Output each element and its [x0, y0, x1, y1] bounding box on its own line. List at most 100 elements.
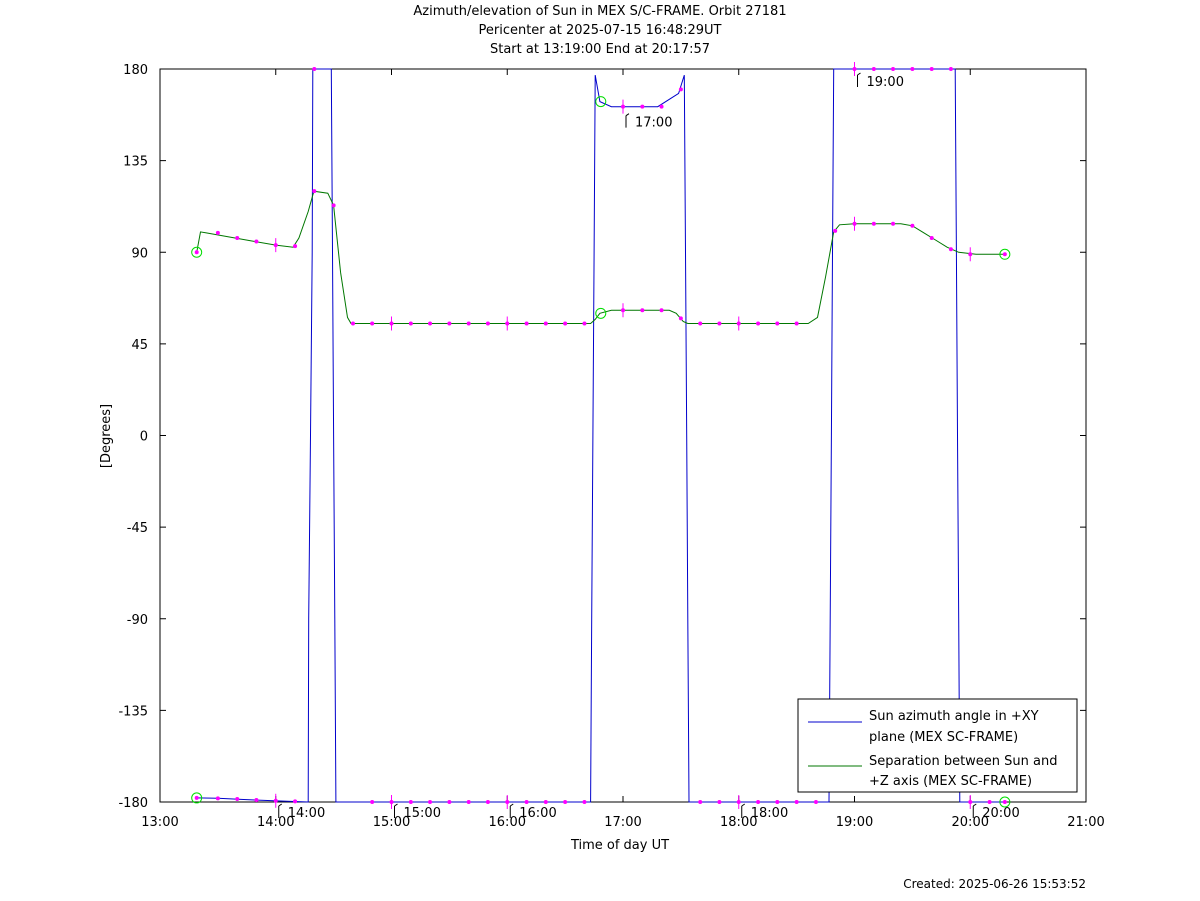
sample-point: [312, 67, 317, 71]
hour-annotation-label: 17:00: [635, 116, 672, 131]
hour-annotation-hook: [625, 113, 630, 117]
sample-point: [833, 228, 838, 233]
sample-point: [929, 235, 934, 240]
sample-point: [794, 321, 799, 326]
hour-annotation-hook: [857, 72, 861, 76]
sample-point: [948, 67, 953, 71]
y-tick-label: -135: [118, 704, 148, 719]
x-tick-label: 14:00: [257, 815, 294, 830]
sample-point: [312, 189, 317, 194]
start-marker: [191, 792, 203, 804]
end-marker: [999, 796, 1011, 808]
sample-point: [428, 800, 433, 804]
y-tick-label: -90: [127, 613, 148, 628]
sample-point: [408, 800, 413, 804]
sample-point: [582, 321, 587, 326]
marker-dot: [194, 795, 199, 800]
x-tick-label: 21:00: [1067, 815, 1104, 830]
legend-box: [797, 698, 1078, 793]
plot-frame: [159, 68, 1087, 803]
sample-point: [331, 203, 336, 208]
sample-point: [659, 308, 664, 313]
sample-point: [543, 800, 548, 804]
sample-point: [524, 800, 529, 804]
sample-point: [794, 800, 799, 804]
sample-point: [717, 800, 722, 804]
sample-point: [775, 321, 780, 326]
sample-point: [543, 321, 548, 326]
legend-azimuth-line-1: Sun azimuth angle in +XY: [869, 709, 1039, 724]
hour-annotation-label: 15:00: [404, 806, 441, 821]
sample-point: [350, 321, 355, 326]
x-tick-label: 19:00: [836, 815, 873, 830]
sample-point: [910, 223, 915, 228]
sample-point: [485, 800, 490, 804]
markers-layer: [191, 62, 1011, 809]
hour-annotation-label: 20:00: [982, 806, 1019, 821]
sample-point: [408, 321, 413, 326]
x-tick-label: 20:00: [952, 815, 989, 830]
sample-point: [659, 104, 664, 109]
marker-dot: [1002, 252, 1007, 257]
chart-title-line-3: Start at 13:19:00 End at 20:17:57: [489, 42, 711, 57]
x-tick-label: 15:00: [373, 815, 410, 830]
sample-point: [370, 800, 375, 804]
separation-series-line: [196, 190, 1005, 324]
sample-point: [215, 796, 220, 801]
sample-point: [215, 230, 220, 235]
pericenter-marker: [595, 307, 607, 319]
sample-point: [293, 799, 298, 804]
sample-point: [929, 67, 934, 71]
sample-point: [756, 800, 761, 804]
sample-point: [775, 800, 780, 804]
sample-point: [813, 800, 818, 804]
hour-annotation-hook: [741, 803, 746, 807]
legend: Sun azimuth angle in +XY plane (MEX SC-F…: [797, 698, 1078, 793]
y-tick-label: -180: [118, 796, 148, 811]
sample-point: [871, 67, 876, 71]
sample-point: [370, 321, 375, 326]
sample-point: [678, 316, 683, 321]
sample-point: [254, 797, 259, 802]
start-marker: [191, 246, 203, 258]
marker-dot: [194, 250, 199, 255]
y-tick-label: -45: [127, 521, 148, 536]
sample-point: [466, 321, 471, 326]
sample-point: [563, 800, 568, 804]
sample-point: [466, 800, 471, 804]
y-tick-label: 0: [140, 430, 148, 445]
sample-point: [948, 247, 953, 252]
sample-point: [447, 800, 452, 804]
series-layer: [196, 68, 1005, 803]
hour-annotation-label: 18:00: [751, 806, 788, 821]
azimuth-series-line: [196, 68, 1005, 803]
y-axis-label: [Degrees]: [99, 404, 114, 468]
sample-point: [563, 321, 568, 326]
x-axis-label: Time of day UT: [570, 838, 669, 853]
hour-annotations: 14:00 15:00 16:00 17:00 18:00 19:00 20:00: [278, 72, 1020, 821]
hour-annotation-label: 19:00: [867, 75, 904, 90]
sample-point: [698, 321, 703, 326]
sample-point: [871, 221, 876, 226]
sample-point: [235, 235, 240, 240]
sample-point: [717, 321, 722, 326]
sample-point: [582, 800, 587, 804]
hour-annotation-hook: [972, 803, 977, 807]
sample-point: [254, 239, 259, 244]
pericenter-marker: [595, 96, 607, 108]
hour-annotation-label: 14:00: [288, 806, 325, 821]
sample-point: [524, 321, 529, 326]
x-tick-label: 18:00: [720, 815, 757, 830]
sample-point: [293, 244, 298, 249]
sample-point: [447, 321, 452, 326]
legend-separation-line-2: +Z axis (MEX SC-FRAME): [869, 774, 1032, 789]
x-tick-label: 17:00: [604, 815, 641, 830]
hour-annotation-hook: [394, 803, 398, 807]
sample-point: [910, 67, 915, 71]
y-tick-label: 180: [123, 63, 148, 78]
sample-point: [756, 321, 761, 326]
hour-annotation-hook: [278, 803, 283, 807]
hour-annotation-label: 16:00: [519, 806, 556, 821]
sample-point: [640, 104, 645, 109]
